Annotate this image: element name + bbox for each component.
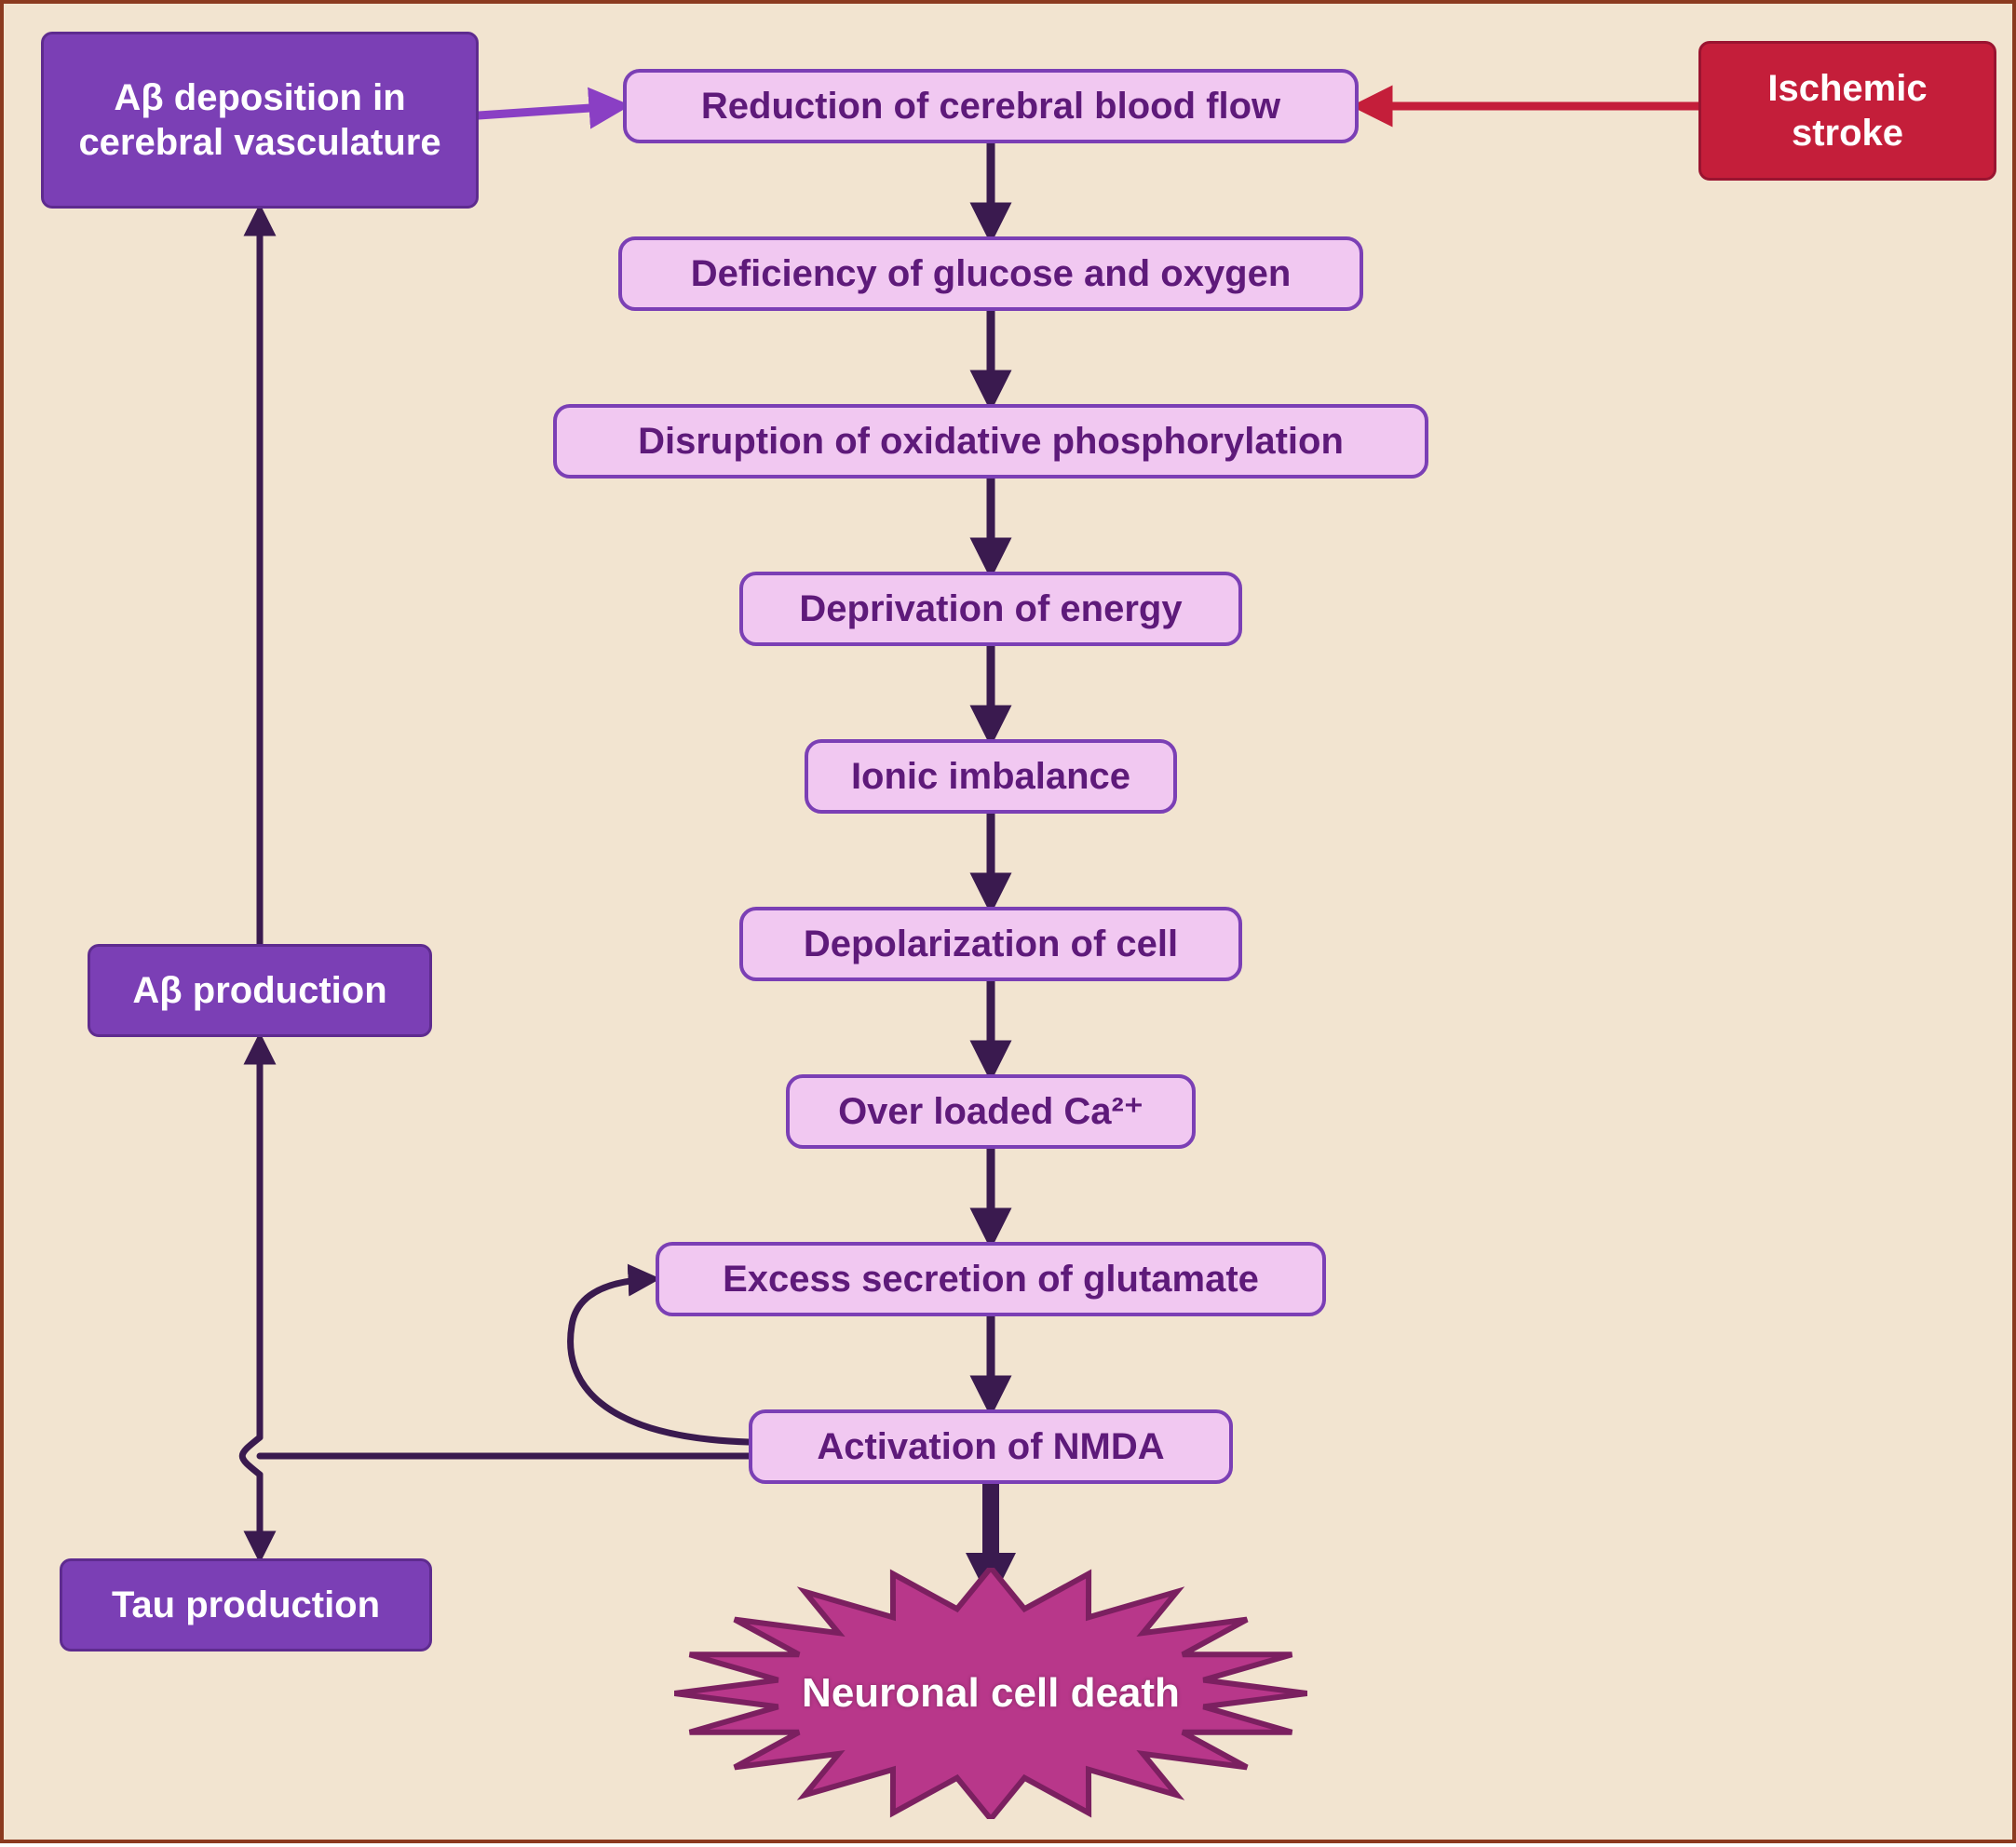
node-deprivation_energy: Deprivation of energy bbox=[739, 572, 1242, 646]
node-label: Ionic imbalance bbox=[851, 754, 1130, 799]
node-label: Excess secretion of glutamate bbox=[723, 1257, 1259, 1301]
node-label: Neuronal cell death bbox=[802, 1670, 1180, 1717]
node-ionic_imbalance: Ionic imbalance bbox=[805, 739, 1177, 814]
node-calcium_overload: Over loaded Ca²⁺ bbox=[786, 1074, 1196, 1149]
node-disruption_oxphos: Disruption of oxidative phosphorylation bbox=[553, 404, 1428, 479]
node-label: Aβ deposition in cerebral vasculature bbox=[59, 75, 461, 165]
node-label: Depolarization of cell bbox=[804, 922, 1178, 966]
node-label: Ischemic stroke bbox=[1716, 66, 1979, 155]
flowchart-canvas: Aβ deposition in cerebral vasculature Isc… bbox=[0, 0, 2016, 1843]
node-label: Deprivation of energy bbox=[799, 586, 1182, 631]
node-label: Over loaded Ca²⁺ bbox=[838, 1089, 1143, 1134]
node-nmda_activation: Activation of NMDA bbox=[749, 1409, 1233, 1484]
node-label: Reduction of cerebral blood flow bbox=[701, 84, 1280, 128]
node-label: Deficiency of glucose and oxygen bbox=[691, 251, 1292, 296]
node-label: Tau production bbox=[112, 1583, 380, 1627]
node-deficiency_glucose: Deficiency of glucose and oxygen bbox=[618, 236, 1363, 311]
edge-abeta_deposition-reduction_cbf bbox=[479, 106, 618, 115]
edge-branch_curve-none bbox=[242, 1437, 260, 1475]
node-abeta_production: Aβ production bbox=[88, 944, 432, 1037]
node-reduction_cbf: Reduction of cerebral blood flow bbox=[623, 69, 1359, 143]
node-neuronal_death: Neuronal cell death bbox=[674, 1568, 1307, 1819]
node-label: Disruption of oxidative phosphorylation bbox=[638, 419, 1344, 464]
node-label: Activation of NMDA bbox=[817, 1424, 1164, 1469]
node-label: Aβ production bbox=[132, 968, 386, 1013]
node-depolarization: Depolarization of cell bbox=[739, 907, 1242, 981]
node-abeta_deposition: Aβ deposition in cerebral vasculature bbox=[41, 32, 479, 209]
node-tau_production: Tau production bbox=[60, 1558, 432, 1652]
node-ischemic_stroke: Ischemic stroke bbox=[1698, 41, 1996, 181]
node-glutamate_excess: Excess secretion of glutamate bbox=[656, 1242, 1326, 1316]
